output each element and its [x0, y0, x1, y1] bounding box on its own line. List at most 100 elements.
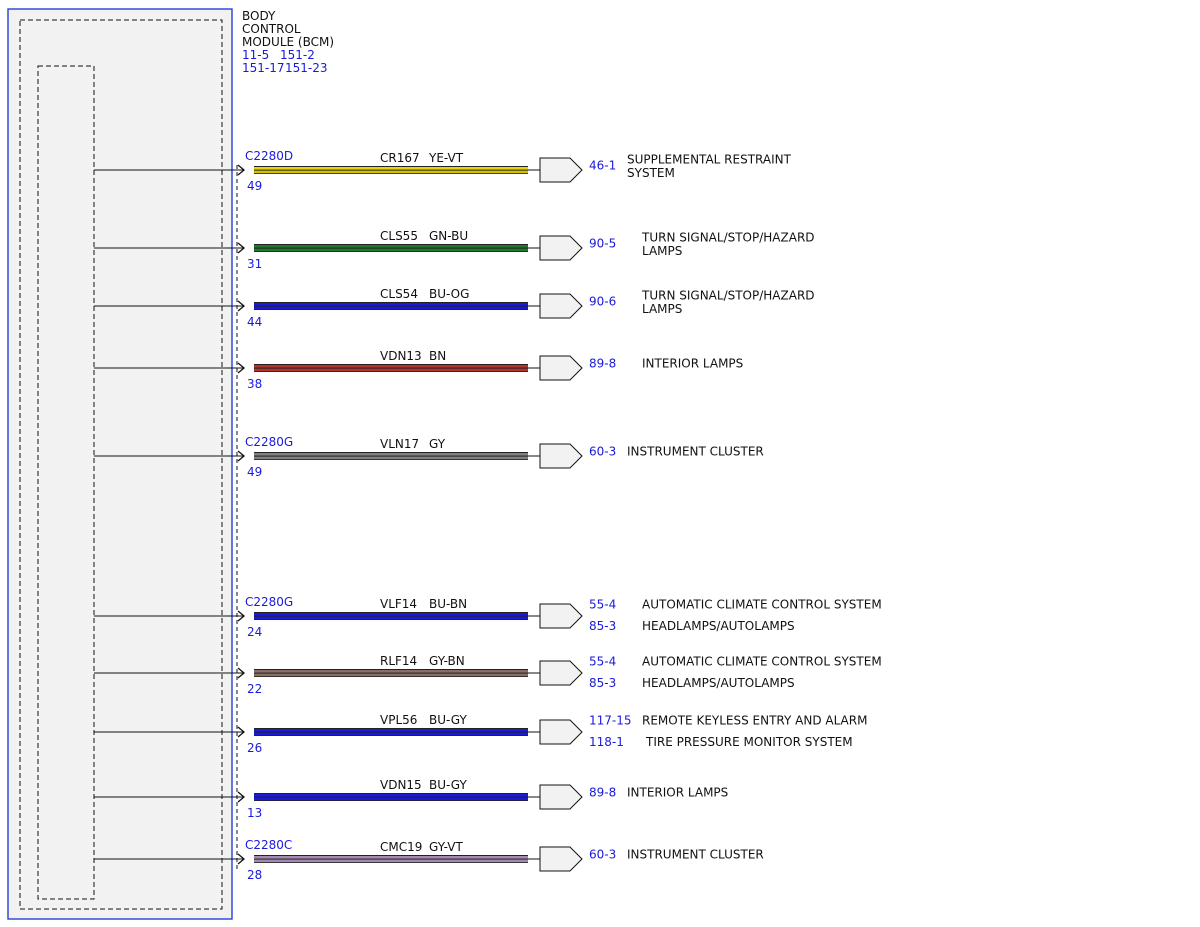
- destination-label: LAMPS: [642, 244, 682, 258]
- destination-ref-link[interactable]: 55-4: [589, 598, 616, 612]
- destination-connector-icon[interactable]: [539, 355, 583, 381]
- bcm-ref-link[interactable]: 151-2: [280, 48, 315, 62]
- destination-label: LAMPS: [642, 302, 682, 316]
- pin-arrow-icon: [237, 300, 246, 312]
- wire-color-label: GY: [429, 437, 446, 451]
- wire-outline: [254, 669, 528, 677]
- wire-stripe-top: [254, 365, 528, 368]
- pin-number-label: 26: [247, 741, 262, 755]
- destination-label: AUTOMATIC CLIMATE CONTROL SYSTEM: [642, 655, 882, 669]
- wire-color-label: GN-BU: [429, 229, 468, 243]
- wire-color-label: BU-OG: [429, 287, 469, 301]
- circuit-id-label: VLN17: [380, 437, 419, 451]
- destination-ref-link[interactable]: 46-1: [589, 159, 616, 173]
- destination-ref-link[interactable]: 90-5: [589, 237, 616, 251]
- destination-ref-link[interactable]: 85-3: [589, 676, 616, 690]
- wire-color-label: BU-GY: [429, 778, 467, 792]
- bcm-ref-link[interactable]: 151-17: [242, 61, 285, 75]
- wire-stripe-top: [254, 670, 528, 673]
- bcm-title-line: CONTROL: [242, 22, 301, 36]
- pin-arrow-icon: [237, 610, 246, 622]
- connector-id-label: C2280D: [245, 149, 293, 163]
- bcm-title-line: MODULE (BCM): [242, 35, 335, 49]
- wire-outline: [254, 244, 528, 252]
- wire-stripe-top: [254, 303, 528, 306]
- connector-id-label: C2280G: [245, 595, 293, 609]
- pin-number-label: 24: [247, 625, 262, 639]
- destination-label: TIRE PRESSURE MONITOR SYSTEM: [645, 735, 853, 749]
- destination-connector-icon[interactable]: [539, 719, 583, 745]
- pin-arrow-icon: [237, 791, 246, 803]
- destination-ref-link[interactable]: 60-3: [589, 848, 616, 862]
- connector-id-label: C2280C: [245, 838, 292, 852]
- circuits-layer: C2280D 49 CR167 YE-VT 46-1 SUPPLEMENTAL RESTR…: [94, 149, 882, 882]
- wire-outline: [254, 855, 528, 863]
- bcm-module-box: [7, 8, 233, 920]
- wire-stripe-bottom: [254, 306, 528, 310]
- destination-ref-link[interactable]: 60-3: [589, 445, 616, 459]
- wire-color-label: YE-VT: [428, 151, 464, 165]
- wire-stripe-bottom: [254, 616, 528, 620]
- destination-label: SYSTEM: [627, 166, 675, 180]
- pin-number-label: 44: [247, 315, 262, 329]
- wire-stripe-bottom: [254, 673, 528, 677]
- destination-label: INTERIOR LAMPS: [627, 786, 728, 800]
- destination-connector-icon[interactable]: [539, 443, 583, 469]
- bcm-title-line: BODY: [242, 9, 276, 23]
- destination-label: SUPPLEMENTAL RESTRAINT: [627, 153, 792, 167]
- wire-stripe-top: [254, 245, 528, 248]
- wire-stripe-bottom: [254, 170, 528, 174]
- wire-stripe-top: [254, 167, 528, 170]
- pin-number-label: 49: [247, 179, 262, 193]
- destination-connector-icon[interactable]: [539, 846, 583, 872]
- bcm-ref-link[interactable]: 151-23: [285, 61, 328, 75]
- wire-stripe-bottom: [254, 368, 528, 372]
- destination-connector-icon[interactable]: [539, 235, 583, 261]
- destination-ref-link[interactable]: 89-8: [589, 786, 616, 800]
- wire-color-label: BU-GY: [429, 713, 467, 727]
- circuit-id-label: VDN15: [380, 778, 422, 792]
- wire-stripe-top: [254, 794, 528, 797]
- wire-stripe-top: [254, 613, 528, 616]
- destination-ref-link[interactable]: 117-15: [589, 714, 632, 728]
- destination-connector-icon[interactable]: [539, 603, 583, 629]
- destination-ref-link[interactable]: 89-8: [589, 357, 616, 371]
- destination-label: AUTOMATIC CLIMATE CONTROL SYSTEM: [642, 598, 882, 612]
- destination-label: REMOTE KEYLESS ENTRY AND ALARM: [642, 714, 867, 728]
- wire-stripe-bottom: [254, 859, 528, 863]
- wire-stripe-top: [254, 856, 528, 859]
- destination-connector-icon[interactable]: [539, 660, 583, 686]
- destination-ref-link[interactable]: 90-6: [589, 295, 616, 309]
- destination-ref-link[interactable]: 85-3: [589, 619, 616, 633]
- destination-connector-icon[interactable]: [539, 293, 583, 319]
- destination-ref-link[interactable]: 55-4: [589, 655, 616, 669]
- destination-ref-link[interactable]: 118-1: [589, 735, 624, 749]
- destination-connector-icon[interactable]: [539, 157, 583, 183]
- wire-outline: [254, 302, 528, 310]
- circuit-id-label: CR167: [380, 151, 420, 165]
- bcm-inner-dashed-block: [37, 65, 95, 900]
- pin-number-label: 38: [247, 377, 262, 391]
- circuit-id-label: VLF14: [380, 597, 417, 611]
- bcm-ref-link[interactable]: 11-5: [242, 48, 270, 62]
- circuit-id-label: CLS55: [380, 229, 418, 243]
- pin-number-label: 22: [247, 682, 262, 696]
- pin-number-label: 31: [247, 257, 262, 271]
- wire-stripe-bottom: [254, 248, 528, 252]
- circuit-id-label: RLF14: [380, 654, 417, 668]
- wire-outline: [254, 452, 528, 460]
- destination-label: INSTRUMENT CLUSTER: [627, 445, 764, 459]
- pin-arrow-icon: [237, 242, 246, 254]
- connector-id-label: C2280G: [245, 435, 293, 449]
- destination-connector-icon[interactable]: [539, 784, 583, 810]
- bcm-ref-row: 151-17151-23: [242, 62, 334, 75]
- pin-arrow-icon: [237, 362, 246, 374]
- pin-number-label: 49: [247, 465, 262, 479]
- destination-label: TURN SIGNAL/STOP/HAZARD: [641, 231, 815, 245]
- circuit-id-label: VDN13: [380, 349, 422, 363]
- pin-number-label: 28: [247, 868, 262, 882]
- circuit-id-label: VPL56: [380, 713, 417, 727]
- wire-stripe-bottom: [254, 797, 528, 801]
- pin-arrow-icon: [237, 667, 246, 679]
